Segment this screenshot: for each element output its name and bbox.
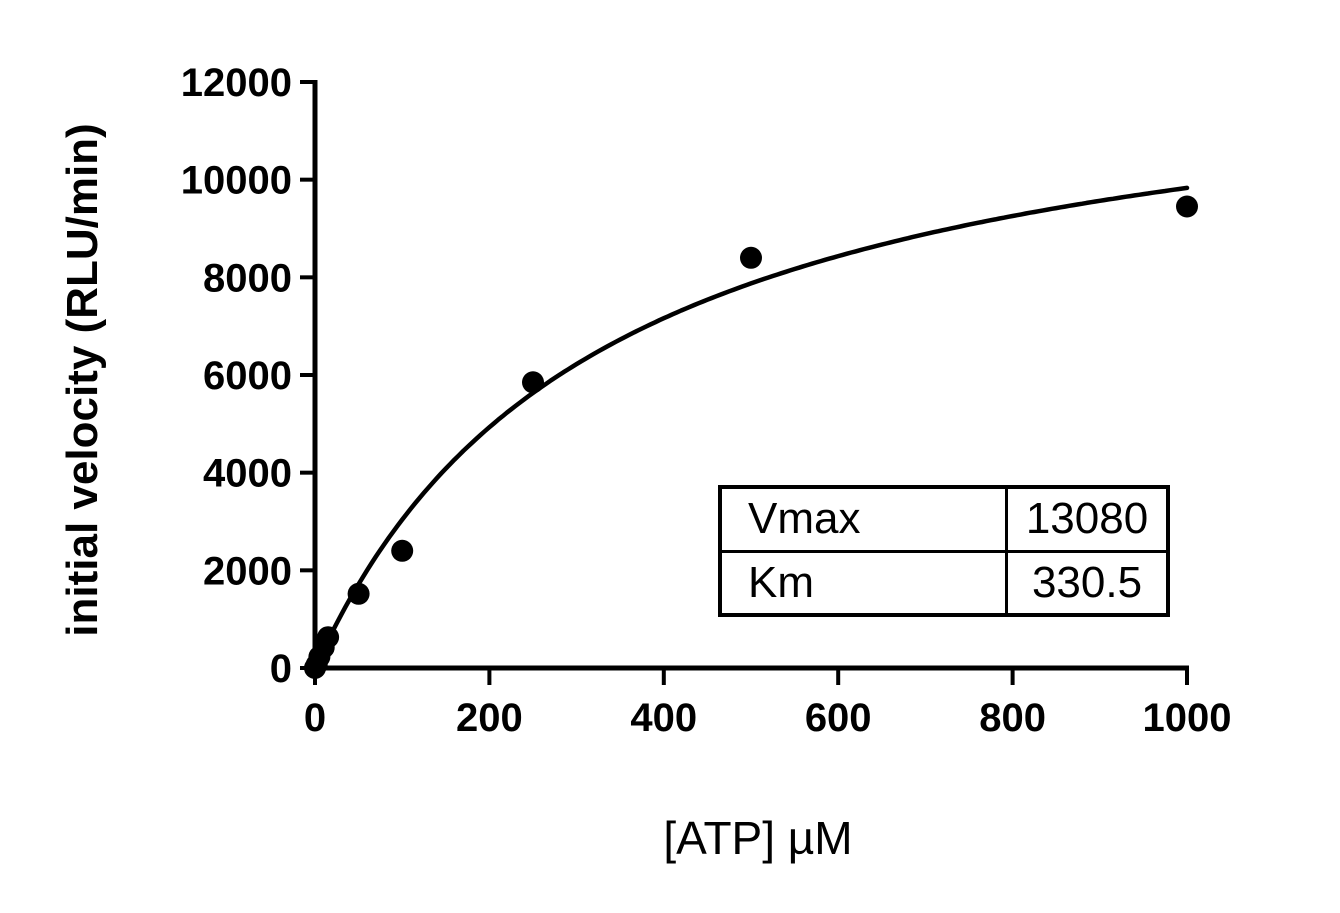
x-tick-label: 1000: [1143, 696, 1232, 740]
y-tick-label: 12000: [181, 61, 292, 105]
x-tick-label: 0: [304, 696, 326, 740]
x-axis-ticks: 0 200 400 600 800 1000: [304, 668, 1232, 740]
data-points: [304, 195, 1198, 679]
x-tick-label: 800: [979, 696, 1046, 740]
y-tick-label: 0: [270, 647, 292, 691]
x-axis-label: [ATP] µM: [663, 812, 852, 864]
y-tick-label: 4000: [203, 452, 292, 496]
y-tick-label: 2000: [203, 549, 292, 593]
data-point: [522, 371, 544, 394]
param-label-km: Km: [718, 549, 1008, 617]
data-point: [347, 582, 370, 605]
x-tick-label: 400: [630, 696, 697, 740]
y-axis-label: initial velocity (RLU/min): [58, 123, 107, 636]
y-tick-label: 6000: [203, 354, 292, 398]
table-row-km: Km 330.5: [718, 549, 1170, 617]
data-point: [740, 246, 762, 269]
results-table: Vmax 13080 Km 330.5: [718, 485, 1170, 617]
data-point: [391, 539, 414, 562]
param-value-vmax: 13080: [1005, 485, 1170, 553]
data-point: [317, 626, 340, 649]
x-tick-label: 600: [805, 696, 872, 740]
fit-curve: [312, 185, 1190, 671]
data-point: [1176, 195, 1198, 218]
param-value-km: 330.5: [1005, 549, 1170, 617]
param-label-vmax: Vmax: [718, 485, 1008, 553]
y-tick-label: 10000: [181, 159, 292, 203]
y-tick-label: 8000: [203, 256, 292, 300]
x-tick-label: 200: [456, 696, 523, 740]
y-axis-ticks: 0 2000 4000 6000 8000 10000 12000: [181, 61, 315, 691]
table-row-vmax: Vmax 13080: [718, 485, 1170, 553]
